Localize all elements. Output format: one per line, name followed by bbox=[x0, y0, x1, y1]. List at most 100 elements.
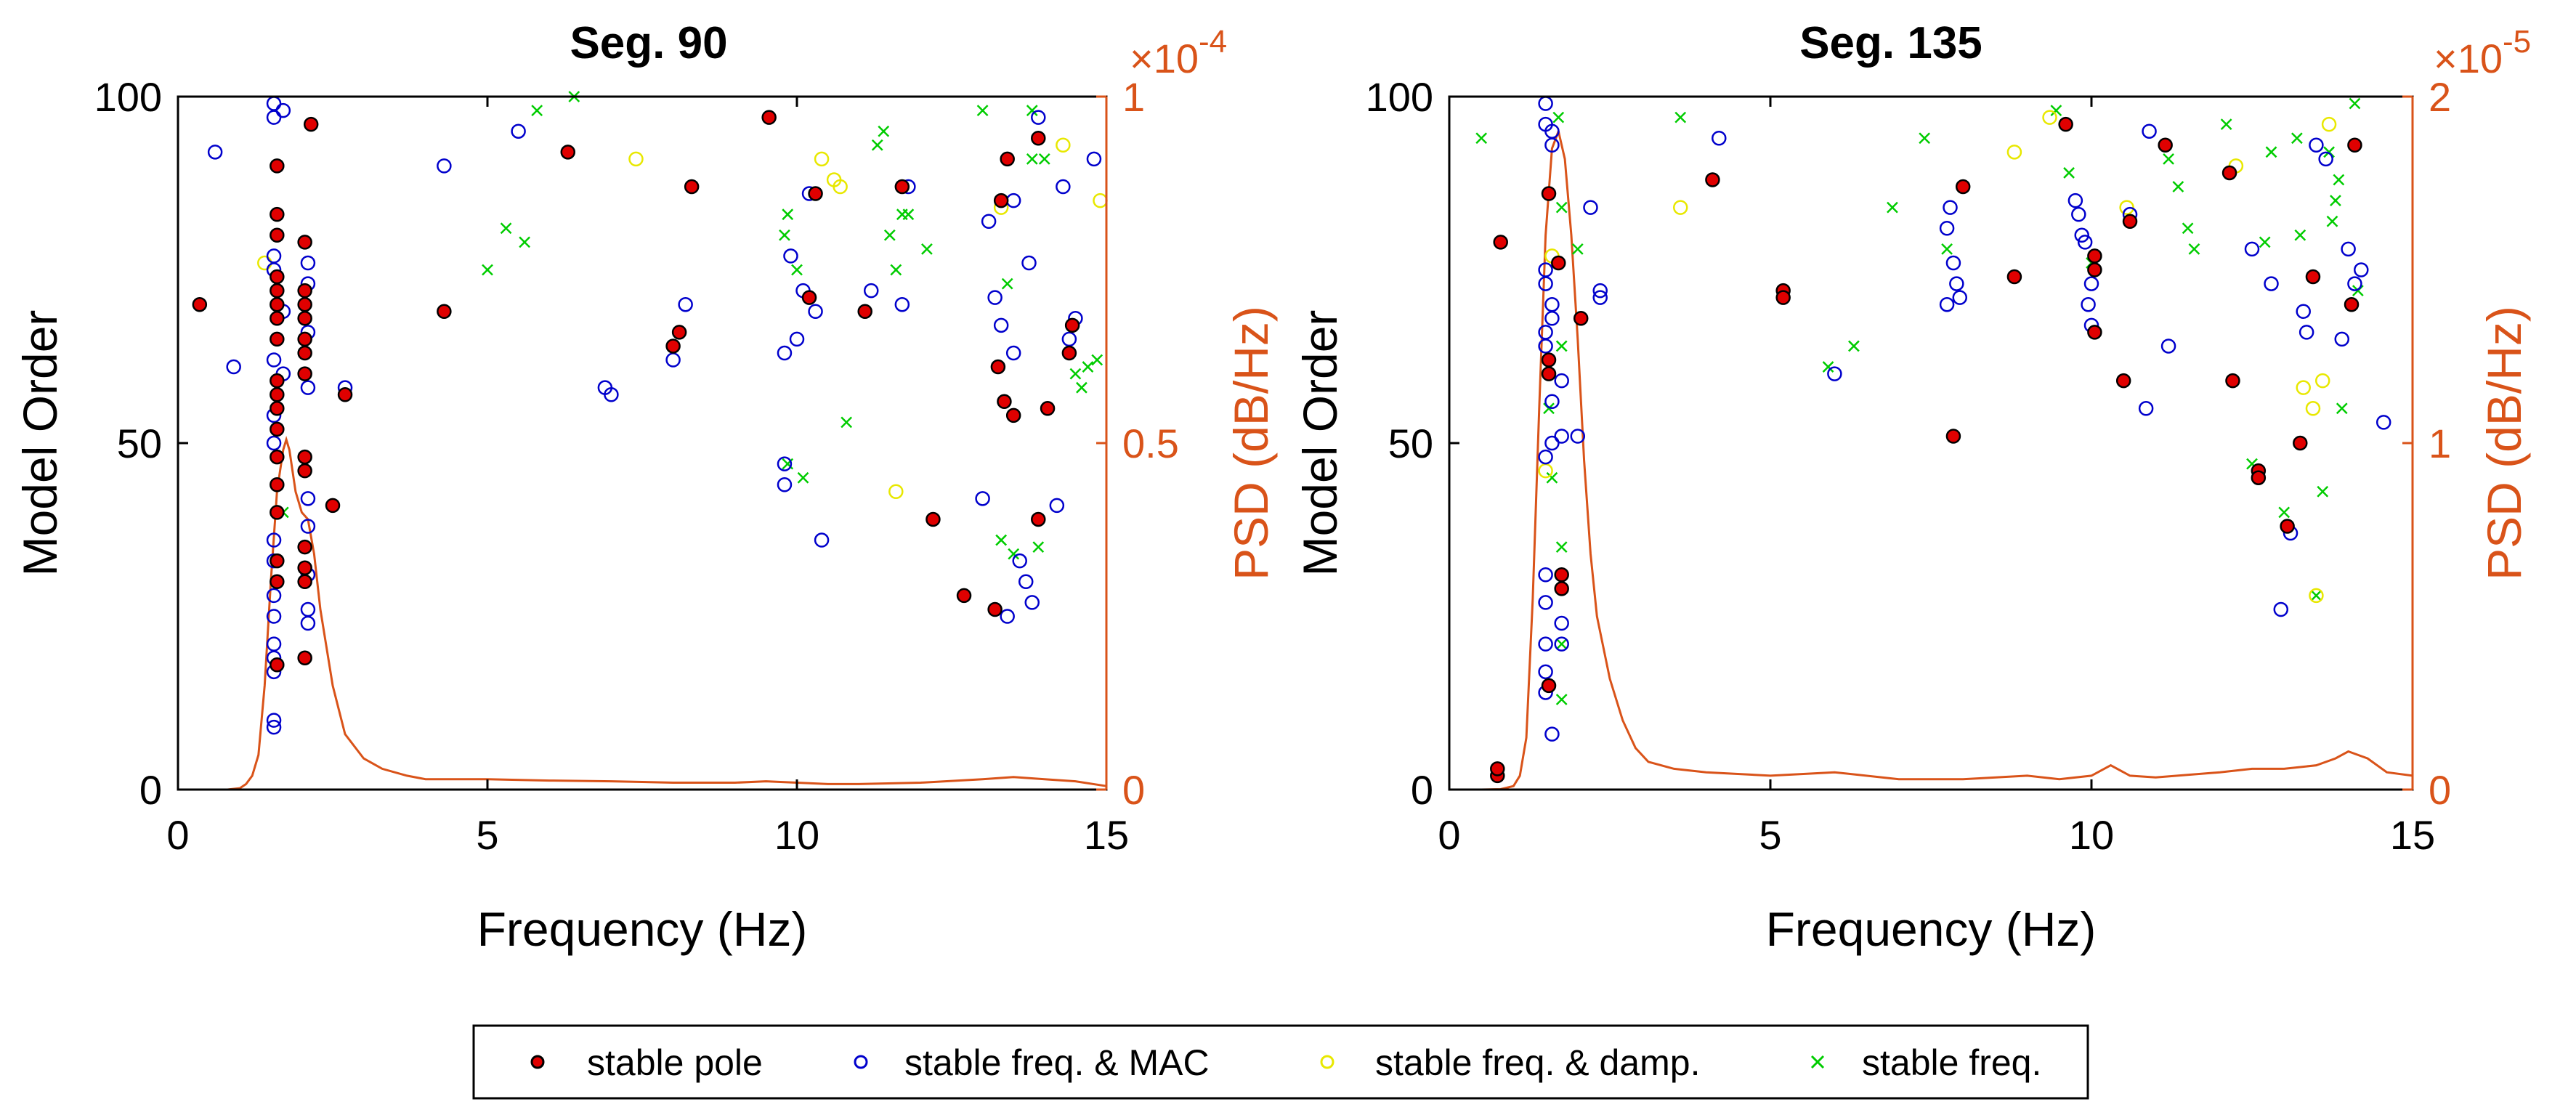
stable-pole-point bbox=[1031, 130, 1046, 146]
stable-damp-point bbox=[2305, 401, 2321, 416]
x-tick-label: 15 bbox=[2390, 812, 2435, 858]
stable-pole-point bbox=[894, 179, 910, 195]
stable-pole-point bbox=[270, 227, 285, 243]
stable-pole-point bbox=[297, 574, 312, 590]
stable-freq-point bbox=[1038, 153, 1050, 165]
stable-mac-point bbox=[2341, 241, 2356, 257]
stable-freq-point bbox=[2172, 181, 2184, 192]
stable-mac-point bbox=[266, 719, 282, 735]
stable-freq-point bbox=[1919, 132, 1931, 145]
exponent-power: -4 bbox=[1199, 24, 1227, 60]
stable-mac-point bbox=[437, 158, 452, 174]
stable-pole-point bbox=[270, 449, 285, 465]
stable-mac-point bbox=[1554, 373, 1569, 389]
stable-pole-point bbox=[297, 331, 312, 347]
stable-mac-point bbox=[2354, 262, 2369, 277]
exponent-base: ×10 bbox=[1130, 36, 1199, 81]
legend-box bbox=[472, 1024, 2089, 1100]
stable-mac-point bbox=[1544, 137, 1560, 153]
stable-pole-point bbox=[297, 345, 312, 361]
stable-freq-point bbox=[1552, 111, 1565, 123]
stable-mac-point bbox=[2081, 296, 2096, 312]
stable-mac-point bbox=[1538, 262, 1553, 277]
stable-pole-point bbox=[270, 311, 285, 326]
stable-mac-point bbox=[777, 456, 793, 471]
stable-pole-point bbox=[1490, 761, 1505, 776]
exponent-power: -5 bbox=[2503, 24, 2531, 60]
stable-damp-point bbox=[1672, 200, 1688, 215]
stable-freq-point bbox=[2278, 506, 2291, 519]
stable-mac-marker-icon bbox=[854, 1055, 868, 1069]
legend-label: stable freq. bbox=[1862, 1042, 2041, 1083]
stable-freq-point bbox=[2317, 485, 2329, 498]
x-tick-label: 15 bbox=[1084, 812, 1129, 858]
stable-freq-point bbox=[2063, 167, 2075, 179]
stable-mac-point bbox=[1538, 567, 1553, 583]
stable-pole-point bbox=[857, 304, 872, 319]
stable-mac-point bbox=[511, 123, 526, 139]
stable-mac-point bbox=[2083, 276, 2099, 291]
stable-pole-point bbox=[1541, 352, 1557, 368]
stable-pole-point bbox=[297, 539, 312, 555]
stable-mac-point bbox=[2160, 338, 2176, 354]
stable-pole-point bbox=[2087, 325, 2102, 340]
stable-mac-point bbox=[777, 345, 793, 361]
stable-mac-point bbox=[1061, 331, 1077, 347]
stable-pole-point bbox=[2087, 262, 2102, 277]
stable-freq-point bbox=[2220, 118, 2232, 131]
svg-text:×10-5: ×10-5 bbox=[2434, 24, 2531, 81]
stable-pole-point bbox=[761, 110, 777, 125]
stable-mac-point bbox=[665, 352, 681, 368]
stable-freq-point bbox=[883, 229, 896, 241]
stable-freq-point bbox=[1571, 243, 1584, 255]
stable-freq-point bbox=[976, 105, 989, 116]
stable-damp-point bbox=[888, 484, 904, 500]
stable-pole-point bbox=[801, 290, 817, 305]
stable-pole-point bbox=[192, 296, 208, 312]
y-tick-label: 0 bbox=[1411, 767, 1433, 813]
stable-freq-point bbox=[2163, 153, 2174, 165]
plot-frame bbox=[1448, 95, 2414, 791]
x-axis-label: Frequency (Hz) bbox=[1766, 902, 2097, 956]
stable-mac-point bbox=[266, 248, 282, 264]
stable-mac-point bbox=[808, 304, 823, 319]
stable-mac-point bbox=[981, 214, 997, 229]
stable-mac-point bbox=[300, 519, 316, 534]
stable-mac-point bbox=[1943, 200, 1958, 215]
stable-pole-point bbox=[2115, 373, 2131, 389]
stable-pole-point bbox=[1005, 407, 1021, 423]
y-tick-label: 50 bbox=[117, 421, 162, 466]
stable-pole-point bbox=[270, 553, 285, 569]
stable-mac-point bbox=[1005, 192, 1021, 208]
stable-mac-point bbox=[1554, 636, 1569, 652]
stable-mac-point bbox=[1592, 283, 1608, 299]
stable-mac-point bbox=[300, 615, 316, 631]
stable-damp-point bbox=[1093, 192, 1108, 208]
stable-pole-point bbox=[1040, 401, 1056, 416]
stable-pole-point bbox=[1554, 581, 1569, 596]
stable-mac-point bbox=[1570, 429, 1586, 444]
stable-mac-point bbox=[975, 491, 990, 506]
stable-pole-point bbox=[956, 588, 972, 604]
stable-mac-point bbox=[604, 386, 619, 402]
stable-mac-point bbox=[987, 290, 1003, 305]
stable-mac-point bbox=[1544, 311, 1560, 326]
stable-pole-point bbox=[2006, 269, 2022, 285]
stable-mac-point bbox=[1583, 200, 1598, 215]
stable-mac-point bbox=[1939, 221, 1955, 236]
stable-damp-marker-icon bbox=[1320, 1055, 1334, 1069]
y-axis-label: Model Order bbox=[1293, 310, 1347, 577]
y2-tick-label: 0 bbox=[1122, 767, 1145, 813]
stable-pole-point bbox=[297, 366, 312, 381]
stable-mac-point bbox=[678, 296, 693, 312]
stable-mac-point bbox=[1538, 636, 1553, 652]
stable-freq-point bbox=[1076, 381, 1087, 394]
stable-freq-point bbox=[1082, 361, 1094, 373]
stable-mac-point bbox=[1945, 255, 1961, 271]
stable-damp-point bbox=[2296, 380, 2311, 395]
stable-mac-point bbox=[2142, 123, 2157, 139]
stable-pole-point bbox=[1541, 186, 1557, 201]
stable-freq-point bbox=[797, 471, 809, 484]
stable-damp-point bbox=[1056, 137, 1071, 153]
